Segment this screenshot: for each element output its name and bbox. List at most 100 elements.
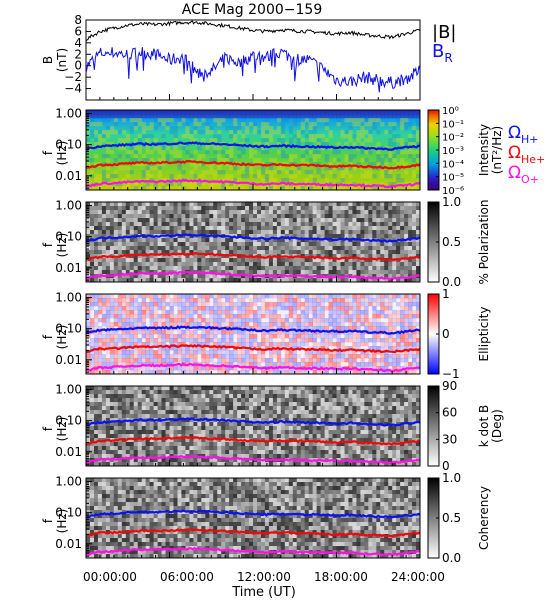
colorbar-label-unit: (nT²/Hz)	[490, 126, 504, 174]
y-axis-unit: (Hz)	[55, 509, 69, 534]
bmag-series-line	[85, 20, 421, 42]
y-axis-unit: (Hz)	[55, 417, 69, 442]
colorbar-tick-label: 0	[442, 327, 450, 341]
legend-omega-h: ΩH+	[508, 123, 539, 146]
colorbar-tick-label: 10⁻⁶	[442, 186, 464, 197]
colorbar-label-unit: (Deg)	[490, 409, 504, 443]
field-ylabel: B	[41, 56, 55, 64]
legend-omega-he: ΩHe+	[508, 143, 545, 166]
colorbar-tick-label: 10⁻²	[442, 133, 464, 144]
field-y-tick-label: 6	[74, 24, 82, 38]
y-axis-label: f	[41, 518, 55, 523]
he-gyrofrequency-line	[85, 436, 421, 446]
o-gyrofrequency-line	[85, 362, 421, 373]
y-axis-label: f	[41, 242, 55, 247]
intensity-heatmap	[86, 110, 420, 190]
y-axis-label: f	[41, 426, 55, 431]
colorbar-tick-label: −1	[442, 367, 460, 381]
y-axis-label: f	[41, 334, 55, 339]
he-gyrofrequency-line	[86, 251, 421, 262]
h-gyrofrequency-line	[85, 233, 421, 243]
field-y-tick-label: −2	[64, 70, 82, 84]
polarization-panel: 1.00 0.10 0.01 f (Hz) 1.0 0.5 0.0 % Polarization	[41, 195, 491, 289]
x-tick-label: 00:00:00	[83, 570, 137, 584]
y-tick-label: 1.00	[55, 475, 82, 489]
y-axis-unit: (Hz)	[55, 233, 69, 258]
colorbar-tick-label: 0.0	[442, 275, 461, 289]
colorbar-label: Ellipticity	[477, 307, 491, 362]
legend-omega-o: ΩO+	[508, 163, 539, 186]
ellipticity-panel: 1.00 0.10 0.01 f (Hz) 1 0 −1 Ellipticity	[41, 287, 491, 381]
colorbar-tick-label: 1.0	[442, 471, 461, 485]
colorbar-tick-label: 10⁻³	[442, 146, 464, 157]
colorbar-label: Intensity	[477, 124, 491, 176]
colorbar-tick-label: 10⁰	[442, 106, 459, 117]
o-gyrofrequency-line	[85, 178, 421, 189]
field-y-tick-label: −4	[64, 82, 82, 96]
kdotb-colorbar	[427, 385, 440, 467]
colorbar-tick-label: 10⁻⁴	[442, 159, 464, 170]
colorbar-tick-label: 10⁻⁵	[442, 173, 464, 184]
y-tick-label: 0.01	[55, 169, 82, 183]
ellipticity-heatmap	[86, 294, 420, 374]
colorbar-tick-label: 0.5	[442, 235, 461, 249]
y-tick-label: 0.01	[55, 261, 82, 275]
y-tick-label: 0.10	[55, 414, 82, 428]
field-ylabel-unit: (nT)	[55, 48, 69, 72]
y-tick-label: 0.01	[55, 353, 82, 367]
colorbar-tick-label: 1.0	[442, 195, 461, 209]
he-gyrofrequency-line	[85, 528, 421, 538]
he-gyrofrequency-line	[85, 159, 421, 170]
kdotb-texture	[86, 386, 421, 467]
colorbar-tick-label: 90	[442, 379, 457, 393]
colorbar-tick-label: 0	[442, 459, 450, 473]
colorbar-tick-label: 0.0	[442, 551, 461, 565]
time-axis: 00:00:00 06:00:00 12:00:00 18:00:00 24:0…	[83, 570, 445, 600]
y-tick-label: 0.01	[55, 445, 82, 459]
intensity-panel: 1.00 0.10 0.01 f (Hz) 10⁰ 10⁻¹ 10⁻² 10⁻³ 10⁻⁴ 10⁻⁵…	[41, 106, 504, 197]
chart-title: ACE Mag 2000−159	[182, 2, 322, 18]
colorbar-label: % Polarization	[477, 200, 491, 285]
y-tick-label: 0.10	[55, 506, 82, 520]
br-series-line	[85, 47, 421, 93]
field-y-tick-label: 8	[74, 13, 82, 27]
y-tick-label: 0.01	[55, 537, 82, 551]
colorbar-tick-label: 0.5	[442, 511, 461, 525]
x-tick-label: 06:00:00	[160, 570, 214, 584]
field-y-tick-label: 4	[74, 36, 82, 50]
y-tick-label: 1.00	[55, 383, 82, 397]
field-plot-frame	[85, 19, 421, 101]
y-tick-label: 0.10	[55, 230, 82, 244]
h-gyrofrequency-line	[85, 325, 421, 335]
colorbar-tick-label: 60	[442, 406, 457, 420]
field-y-tick-label: 2	[74, 47, 82, 61]
coherency-panel: 1.00 0.10 0.01 f (Hz) 1.0 0.5 0.0 Coherency	[41, 471, 491, 565]
kdotb-panel: 1.00 0.10 0.01 f (Hz) 90 60 30 0 k dot B (Deg)	[41, 379, 504, 473]
colorbar-tick-label: 30	[442, 432, 457, 446]
y-tick-label: 1.00	[55, 291, 82, 305]
h-gyrofrequency-line	[85, 509, 421, 519]
spectrogram-panels: 1.000.100.01f (Hz)10⁰10⁻¹10⁻²10⁻³10⁻⁴10⁻⁵…	[41, 106, 504, 565]
colorbar-tick-label: 1	[442, 287, 450, 301]
colorbar-tick-label: 10⁻¹	[442, 119, 464, 130]
o-gyrofrequency-line	[85, 454, 421, 465]
polarization-texture	[86, 202, 421, 283]
colorbar-label: k dot B	[477, 405, 491, 447]
field-y-tick-label: 0	[74, 59, 82, 73]
legend-bmag: |B|	[432, 22, 456, 43]
legend-br: BR	[432, 41, 453, 65]
ellipticity-texture	[86, 294, 421, 375]
y-axis-label: f	[41, 150, 55, 155]
y-axis-unit: (Hz)	[55, 141, 69, 166]
y-tick-label: 1.00	[55, 199, 82, 213]
y-tick-label: 1.00	[55, 107, 82, 121]
y-tick-label: 0.10	[55, 322, 82, 336]
x-tick-label: 18:00:00	[314, 570, 368, 584]
colorbar-label: Coherency	[477, 486, 491, 550]
coherency-texture	[86, 478, 421, 559]
x-tick-label: 24:00:00	[391, 570, 445, 584]
x-axis-label: Time (UT)	[231, 585, 296, 600]
